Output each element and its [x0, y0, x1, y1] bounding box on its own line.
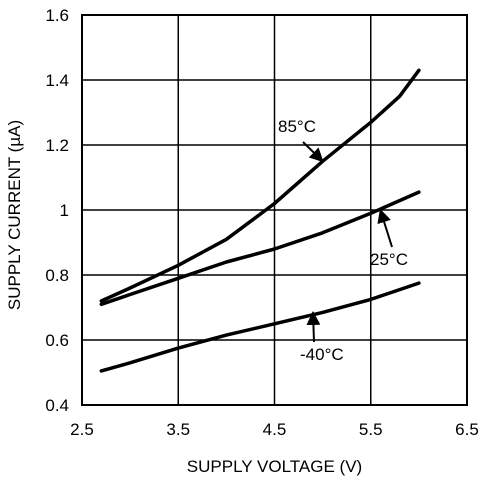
y-tick-label: 1 — [60, 201, 69, 220]
y-tick-label: 1.4 — [45, 71, 69, 90]
x-axis-label: SUPPLY VOLTAGE (V) — [187, 457, 362, 476]
x-tick-label: 2.5 — [70, 420, 94, 439]
x-tick-label: 5.5 — [359, 420, 383, 439]
series-line-1 — [99, 190, 421, 307]
series-line-2 — [99, 281, 421, 373]
y-tick-label: 0.6 — [45, 331, 69, 350]
annotation-label: 25°C — [370, 250, 408, 269]
y-tick-labels: 0.4 0.6 0.8 1 1.2 1.4 1.6 — [45, 6, 69, 415]
annotation-arrow — [377, 208, 393, 248]
y-tick-label: 0.4 — [45, 396, 69, 415]
series-line-0 — [99, 68, 421, 303]
x-tick-label: 6.5 — [455, 420, 479, 439]
grid — [81, 14, 468, 406]
annotation-label: -40°C — [300, 345, 344, 364]
y-tick-label: 0.8 — [45, 266, 69, 285]
x-tick-labels: 2.5 3.5 4.5 5.5 6.5 — [70, 420, 479, 439]
annotation-label: 85°C — [278, 117, 316, 136]
y-axis-label: SUPPLY CURRENT (µA) — [5, 120, 24, 310]
annotation-arrow — [302, 141, 324, 163]
annotations: 85°C 25°C -40°C — [278, 117, 408, 364]
x-tick-label: 4.5 — [263, 420, 287, 439]
y-tick-label: 1.6 — [45, 6, 69, 25]
x-tick-label: 3.5 — [166, 420, 190, 439]
series-lines — [99, 68, 421, 373]
plot-frame — [81, 14, 468, 406]
annotation-arrow — [306, 310, 321, 343]
y-tick-label: 1.2 — [45, 136, 69, 155]
